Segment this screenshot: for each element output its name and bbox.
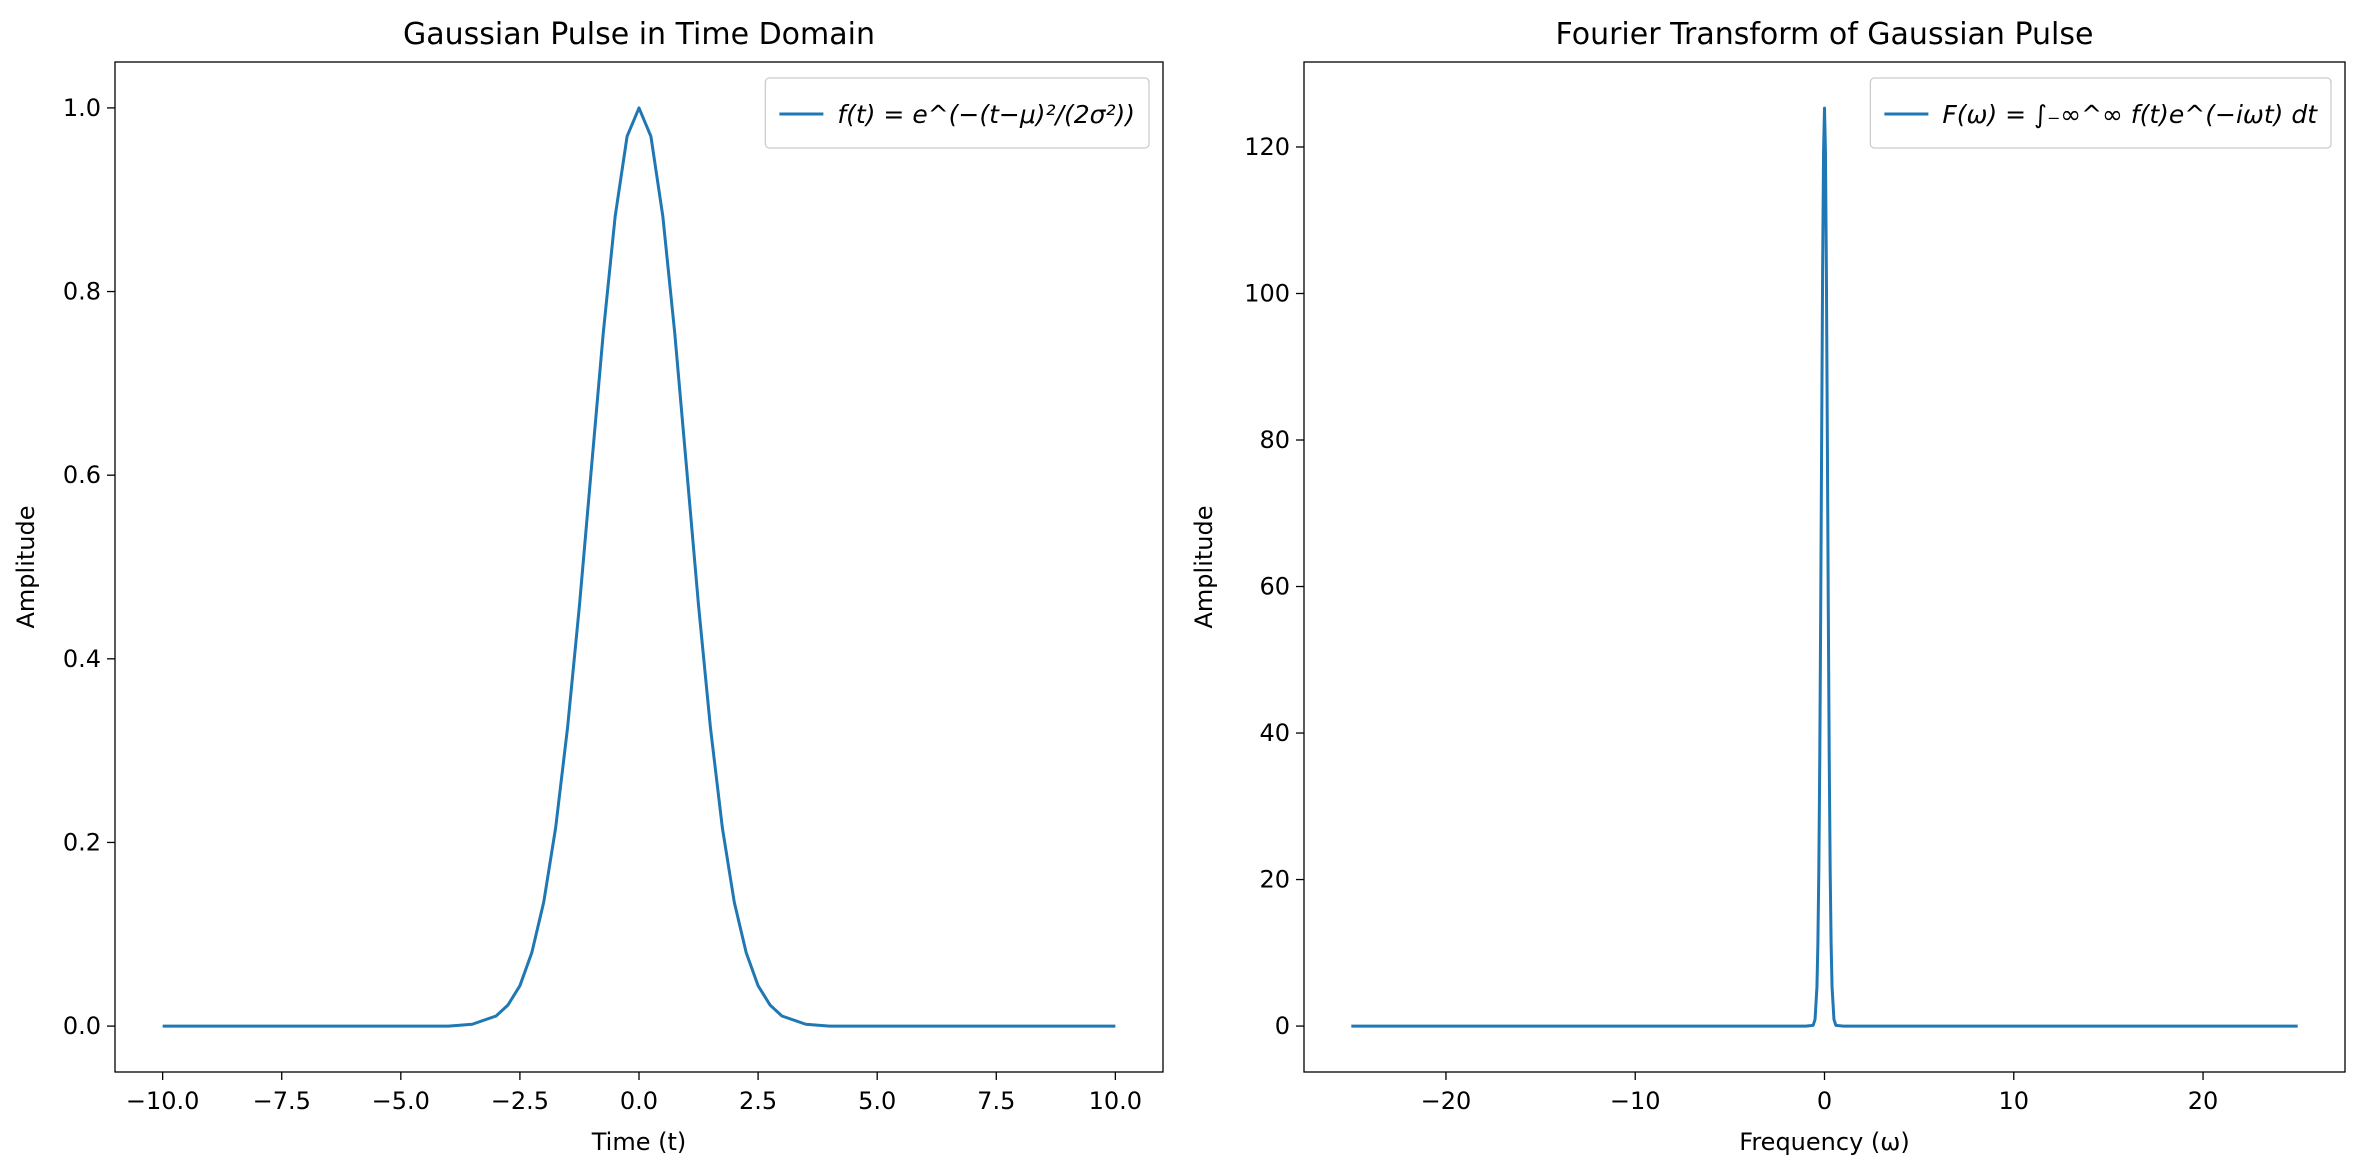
x-tick-label: 2.5	[739, 1087, 777, 1115]
y-axis-label: Amplitude	[1190, 506, 1218, 629]
x-tick-label: −2.5	[491, 1087, 549, 1115]
x-tick-label: 5.0	[858, 1087, 896, 1115]
plot-area	[162, 106, 1116, 1028]
y-tick-label: 80	[1259, 426, 1290, 454]
x-tick-label: −7.5	[253, 1087, 311, 1115]
y-tick-label: 100	[1244, 279, 1290, 307]
x-tick-label: −10.0	[126, 1087, 200, 1115]
subplot: Gaussian Pulse in Time Domain −10.0 −7.5 −5…	[12, 17, 1164, 1156]
y-axis-label: Amplitude	[12, 506, 40, 629]
axes-frame	[114, 61, 1164, 1073]
legend: F(ω) = ∫₋∞^∞ f(t)e^(−iωt) dt	[1869, 77, 2332, 149]
subplot: Fourier Transform of Gaussian Pulse −20 −1…	[1190, 17, 2346, 1156]
y-tick-label: 0	[1275, 1012, 1290, 1040]
chart-title: Gaussian Pulse in Time Domain	[403, 17, 875, 52]
legend-label: F(ω) = ∫₋∞^∞ f(t)e^(−iωt) dt	[1942, 100, 2318, 129]
y-tick-label: 0.2	[63, 828, 101, 856]
legend-frame	[1869, 77, 2332, 149]
line	[162, 106, 1116, 1028]
y-tick-label: 0.6	[63, 461, 101, 489]
y-tick-label: 40	[1259, 719, 1290, 747]
plot-area	[1351, 106, 2298, 1028]
y-tick-label: 60	[1259, 573, 1290, 601]
x-axis-label: Time (t)	[591, 1128, 687, 1156]
y-tick-label: 1.0	[63, 94, 101, 122]
x-tick-label: 10	[1998, 1087, 2029, 1115]
legend-label: f(t) = e^(−(t−μ)²/(2σ²))	[837, 100, 1135, 129]
x-tick-label: −10	[1610, 1087, 1661, 1115]
y-tick-label: 0.4	[63, 645, 101, 673]
x-tick-label: 20	[2188, 1087, 2219, 1115]
y-tick-label: 120	[1244, 133, 1290, 161]
y-tick-label: 20	[1259, 866, 1290, 894]
line	[1351, 106, 2298, 1028]
x-tick-label: 10.0	[1089, 1087, 1142, 1115]
legend-frame	[764, 77, 1150, 149]
x-tick-label: −5.0	[372, 1087, 430, 1115]
x-tick-label: −20	[1421, 1087, 1472, 1115]
y-tick-label: 0.0	[63, 1012, 101, 1040]
axes-frame	[1303, 61, 2346, 1073]
x-axis-label: Frequency (ω)	[1739, 1128, 1909, 1156]
x-tick-label: 7.5	[977, 1087, 1015, 1115]
y-tick-label: 0.8	[63, 278, 101, 306]
legend: f(t) = e^(−(t−μ)²/(2σ²))	[764, 77, 1150, 149]
chart-title: Fourier Transform of Gaussian Pulse	[1556, 17, 2094, 52]
x-tick-label: 0	[1817, 1087, 1832, 1115]
x-tick-label: 0.0	[620, 1087, 658, 1115]
